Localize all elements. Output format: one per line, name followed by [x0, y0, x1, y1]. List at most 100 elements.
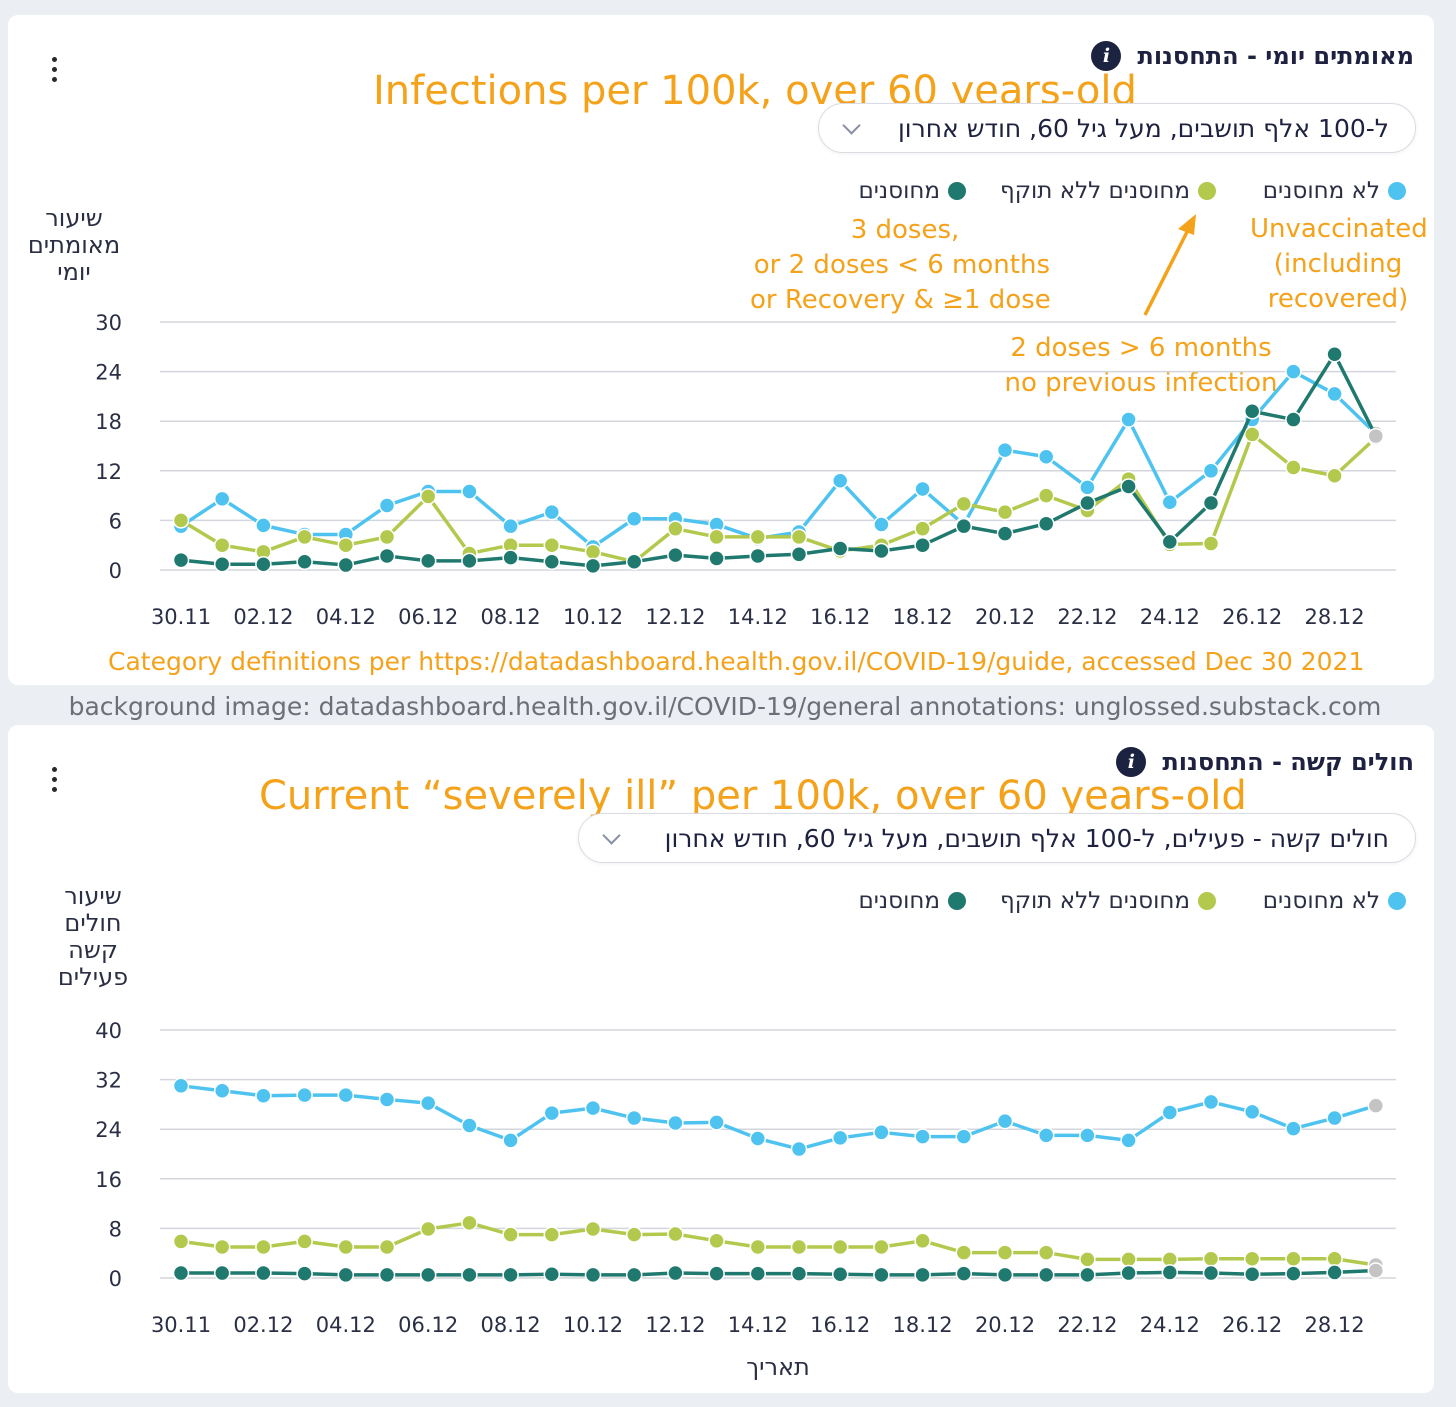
data-point[interactable] — [213, 1082, 231, 1100]
data-point[interactable] — [502, 1132, 519, 1149]
data-point[interactable] — [1202, 1250, 1220, 1268]
data-point[interactable] — [873, 1266, 890, 1284]
data-point[interactable] — [1367, 1262, 1385, 1279]
data-point[interactable] — [749, 528, 767, 546]
data-point[interactable] — [955, 1128, 973, 1145]
data-point[interactable] — [255, 517, 272, 534]
data-point[interactable] — [1037, 515, 1055, 532]
data-point[interactable] — [873, 1124, 890, 1141]
data-point[interactable] — [708, 528, 725, 546]
data-point[interactable] — [955, 495, 973, 513]
data-point[interactable] — [296, 1086, 313, 1104]
data-point[interactable] — [378, 497, 396, 514]
data-point[interactable] — [172, 512, 190, 529]
data-point[interactable] — [378, 1238, 396, 1256]
data-point[interactable] — [955, 517, 973, 535]
legend-item-protected[interactable]: מחוסנים — [859, 178, 966, 204]
data-point[interactable] — [1079, 1127, 1096, 1144]
data-point[interactable] — [831, 1266, 849, 1283]
data-point[interactable] — [790, 1140, 808, 1158]
data-point[interactable] — [790, 546, 808, 563]
data-point[interactable] — [1161, 493, 1179, 511]
data-point[interactable] — [1161, 533, 1179, 551]
data-point[interactable] — [996, 1112, 1014, 1130]
data-point[interactable] — [1161, 1264, 1179, 1281]
data-point[interactable] — [461, 1266, 478, 1284]
data-point[interactable] — [1202, 494, 1220, 512]
data-point[interactable] — [708, 550, 725, 567]
data-point[interactable] — [708, 1232, 725, 1250]
data-point[interactable] — [461, 483, 478, 500]
data-point[interactable] — [419, 552, 437, 570]
data-point[interactable] — [502, 1226, 519, 1243]
data-point[interactable] — [1326, 1109, 1343, 1127]
data-point[interactable] — [625, 1266, 643, 1284]
data-point[interactable] — [873, 516, 890, 533]
data-point[interactable] — [790, 1238, 808, 1256]
data-point[interactable] — [1037, 487, 1055, 504]
data-point[interactable] — [296, 1265, 313, 1282]
data-point[interactable] — [255, 555, 272, 573]
data-point[interactable] — [1326, 1250, 1343, 1268]
data-point[interactable] — [873, 1238, 890, 1256]
data-point[interactable] — [1285, 1250, 1302, 1268]
data-point[interactable] — [625, 510, 643, 527]
more-options-icon[interactable] — [48, 57, 60, 82]
data-point[interactable] — [1243, 1266, 1261, 1283]
data-point[interactable] — [996, 1266, 1014, 1284]
data-point[interactable] — [213, 1238, 231, 1256]
legend-item-protected[interactable]: מחוסנים — [859, 888, 966, 914]
data-point[interactable] — [667, 520, 684, 537]
data-point[interactable] — [1326, 345, 1343, 363]
data-point[interactable] — [172, 1233, 190, 1250]
data-point[interactable] — [914, 1232, 931, 1250]
data-point[interactable] — [708, 1265, 725, 1282]
data-point[interactable] — [996, 525, 1014, 542]
data-point[interactable] — [419, 1266, 437, 1284]
data-point[interactable] — [543, 1226, 561, 1243]
data-point[interactable] — [296, 553, 313, 570]
data-point[interactable] — [337, 1238, 355, 1256]
legend-item-expired[interactable]: מחוסנים ללא תוקף — [1000, 888, 1216, 914]
data-point[interactable] — [955, 1244, 973, 1261]
data-point[interactable] — [749, 1238, 767, 1256]
info-icon[interactable]: i — [1116, 747, 1147, 777]
data-point[interactable] — [1037, 1266, 1055, 1284]
data-point[interactable] — [831, 540, 849, 557]
data-point[interactable] — [1285, 459, 1302, 476]
data-point[interactable] — [419, 1094, 437, 1112]
data-point[interactable] — [1367, 427, 1385, 445]
data-point[interactable] — [543, 503, 561, 521]
data-point[interactable] — [419, 488, 437, 505]
data-point[interactable] — [1120, 1251, 1137, 1268]
legend-item-unvaccinated[interactable]: לא מחוסנים — [1263, 888, 1406, 914]
data-point[interactable] — [1037, 1127, 1055, 1144]
data-point[interactable] — [955, 1265, 973, 1282]
data-point[interactable] — [831, 1129, 849, 1147]
data-point[interactable] — [667, 1264, 684, 1282]
data-point[interactable] — [1326, 1264, 1343, 1281]
data-point[interactable] — [1285, 363, 1302, 380]
data-point[interactable] — [255, 1087, 272, 1104]
data-point[interactable] — [1367, 1097, 1385, 1114]
data-point[interactable] — [625, 553, 643, 570]
data-point[interactable] — [1243, 426, 1261, 443]
data-point[interactable] — [1120, 411, 1137, 428]
data-point[interactable] — [749, 547, 767, 565]
data-point[interactable] — [1326, 385, 1343, 403]
legend-item-unvaccinated[interactable]: לא מחוסנים — [1263, 178, 1406, 204]
data-point[interactable] — [914, 520, 931, 537]
data-point[interactable] — [543, 1104, 561, 1122]
data-point[interactable] — [172, 551, 190, 569]
data-point[interactable] — [914, 1128, 931, 1145]
data-point[interactable] — [172, 1264, 190, 1282]
data-point[interactable] — [831, 1238, 849, 1256]
data-point[interactable] — [296, 528, 313, 546]
data-point[interactable] — [502, 517, 519, 535]
data-point[interactable] — [749, 1265, 767, 1282]
info-icon[interactable]: i — [1091, 41, 1122, 71]
data-point[interactable] — [1079, 1266, 1096, 1284]
data-point[interactable] — [213, 490, 231, 508]
data-point[interactable] — [708, 1114, 725, 1131]
data-point[interactable] — [213, 536, 231, 554]
